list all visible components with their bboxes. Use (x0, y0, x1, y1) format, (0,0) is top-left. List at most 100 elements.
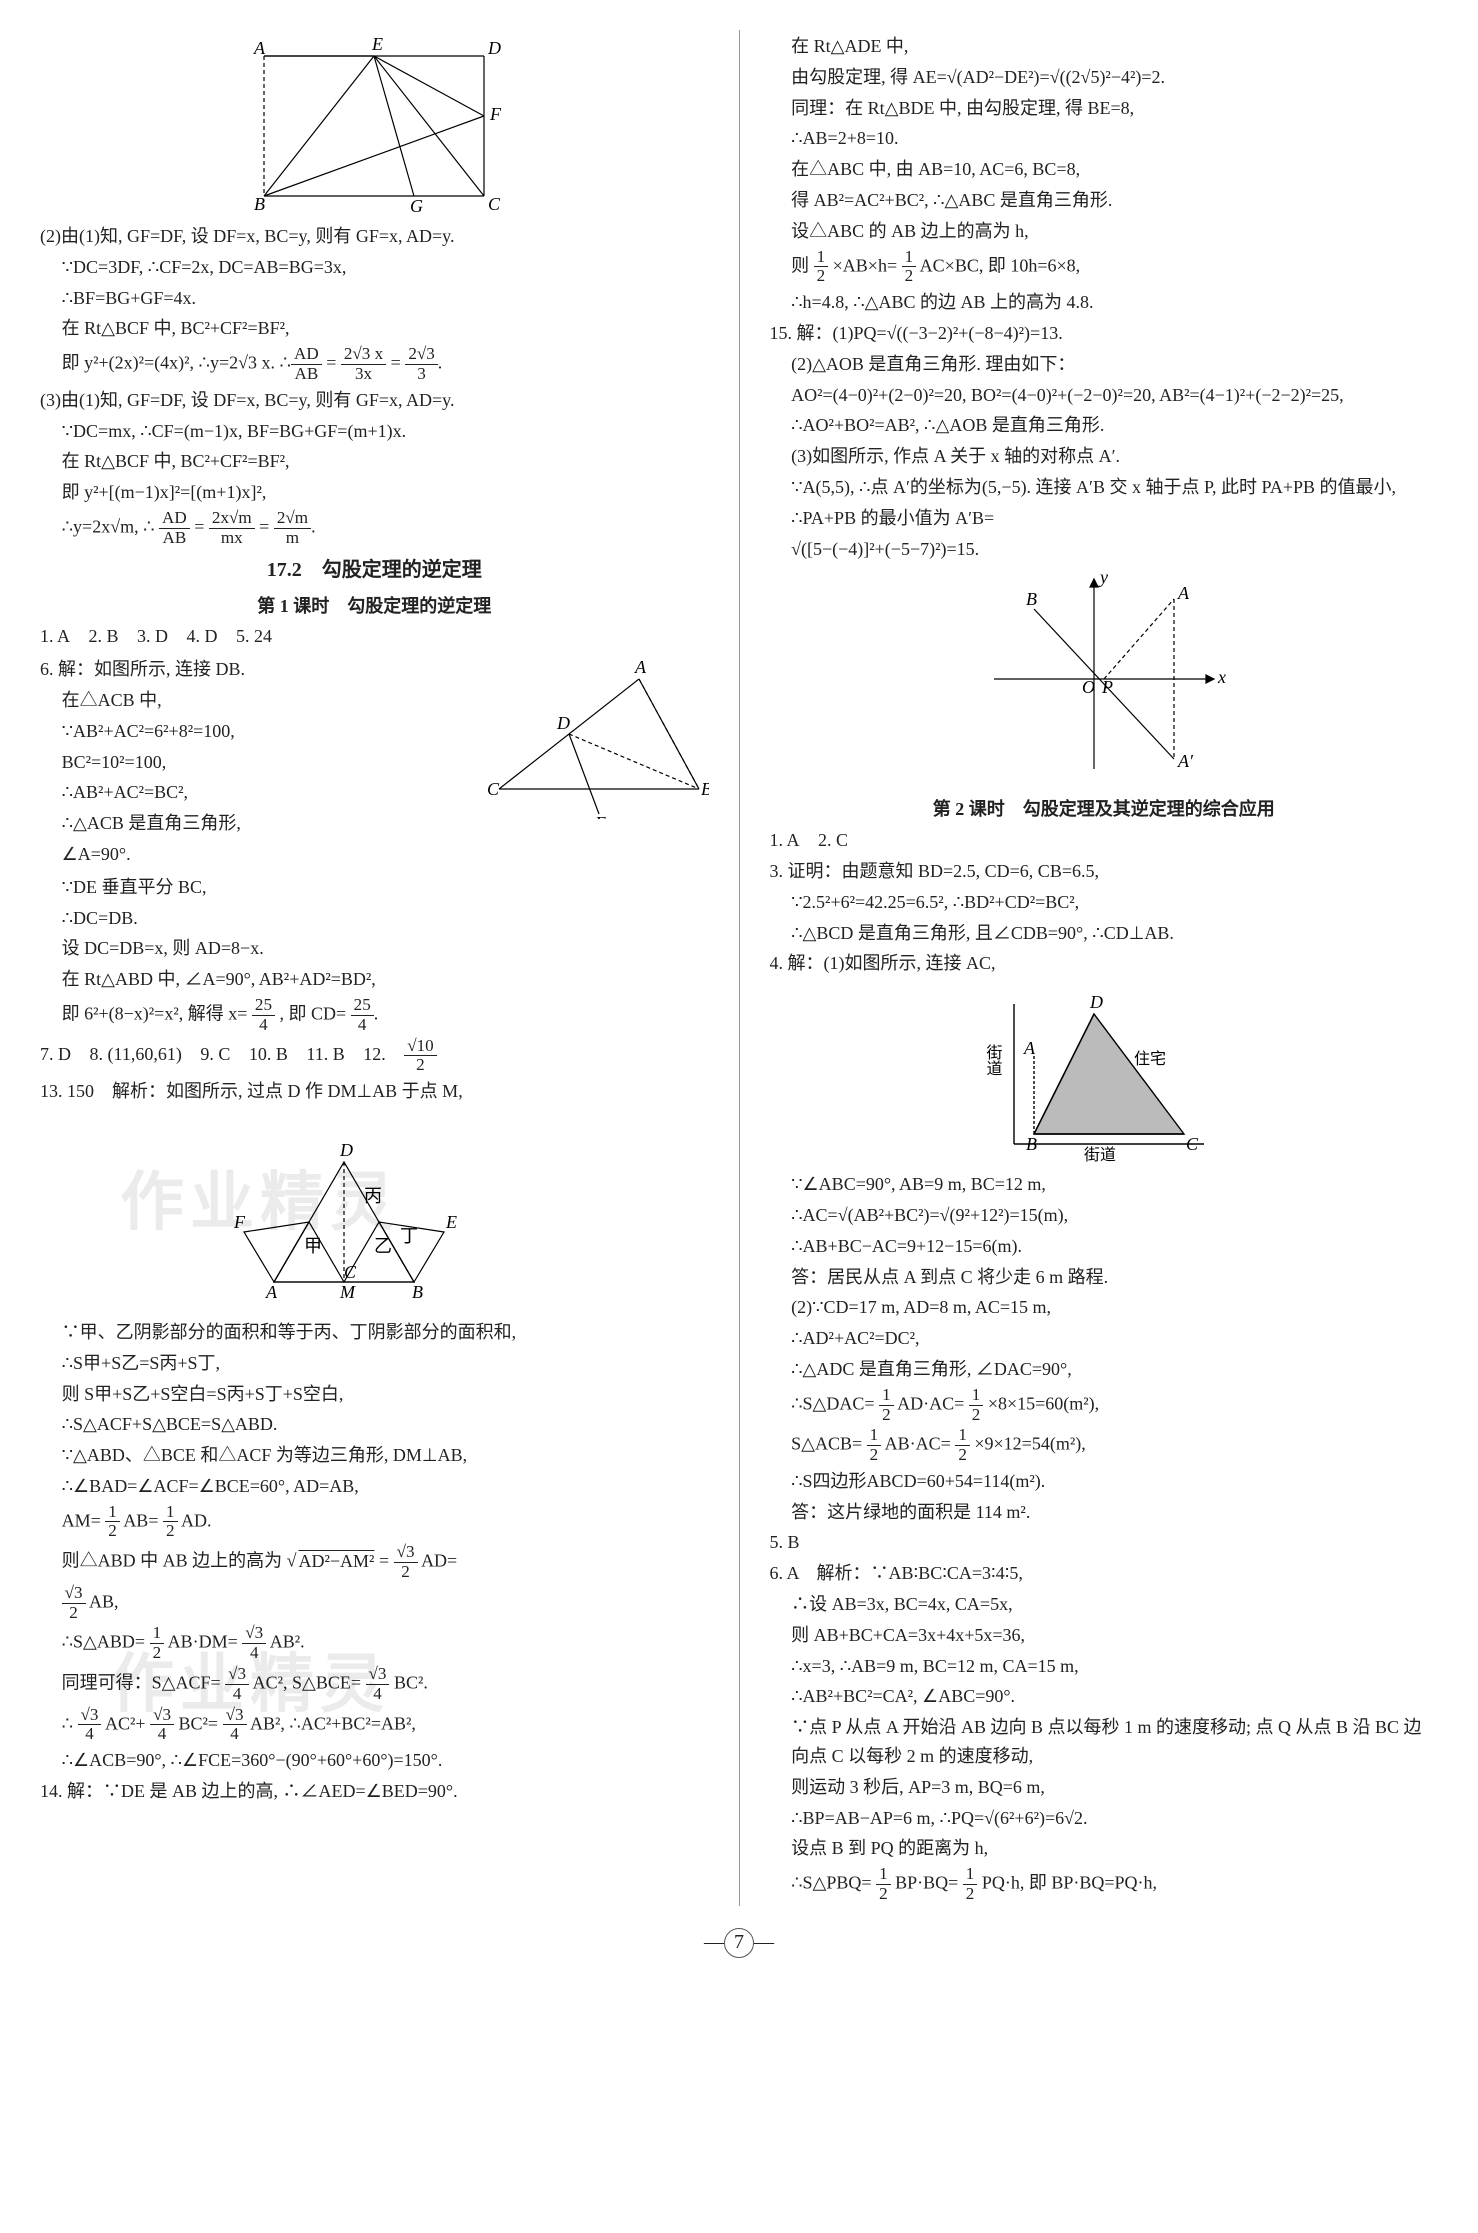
ans-12-label: 12. (363, 1044, 386, 1064)
q6-l10: 在 Rt△ABD 中, ∠A=90°, AB²+AD²=BD², (40, 965, 709, 994)
ans-1: 1. A (40, 626, 70, 646)
figure-q13: 作业精灵 D F E A M B C 甲 (40, 1112, 709, 1312)
frac-n: 2x√m (209, 509, 255, 529)
q13-l8: 则△ABD 中 AB 边上的高为 √AD²−AM² = √32 AD= (40, 1543, 709, 1582)
label-G: G (410, 196, 423, 216)
frac-d: m (274, 529, 311, 548)
frac-n: AD (291, 345, 322, 365)
frac-d: 4 (150, 1725, 174, 1744)
frac-d: 2 (163, 1522, 178, 1541)
t: AB². (270, 1632, 305, 1652)
q6-l4: ∴AB²+AC²=BC², (40, 778, 469, 807)
label-C: C (488, 194, 501, 214)
frac-d: 4 (223, 1725, 247, 1744)
frac-d: 4 (78, 1725, 102, 1744)
svg-text:丙: 丙 (364, 1186, 382, 1206)
frac-d: 2 (955, 1446, 970, 1465)
q6r-head: 6. A 解析：∵AB∶BC∶CA=3∶4∶5, (770, 1559, 1439, 1588)
q15-l3: ∴AO²+BO²=AB², ∴△AOB 是直角三角形. (770, 411, 1439, 440)
label-B: B (1026, 589, 1037, 609)
q13-head: 13. 150 解析：如图所示, 过点 D 作 DM⊥AB 于点 M, (40, 1077, 709, 1106)
r5: 在△ABC 中, 由 AB=10, AC=6, BC=8, (770, 155, 1439, 184)
frac-n: 1 (105, 1503, 120, 1523)
figure-q4: D A B C 街道 街道 住宅 (770, 984, 1439, 1164)
t: AD·AC= (897, 1393, 964, 1413)
q13-l1: ∵甲、乙阴影部分的面积和等于丙、丁阴影部分的面积和, (40, 1318, 709, 1347)
q14-head: 14. 解：∵DE 是 AB 边上的高, ∴∠AED=∠BED=90°. (40, 1777, 709, 1806)
label-D: D (1089, 992, 1103, 1012)
q6r-l2: 则 AB+BC+CA=3x+4x+5x=36, (770, 1621, 1439, 1650)
svg-text:C: C (344, 1262, 357, 1282)
q6-l1: 在△ACB 中, (40, 686, 469, 715)
frac-n: 1 (163, 1503, 178, 1523)
label-house: 住宅 (1134, 1050, 1166, 1068)
q3r-l2: ∴△BCD 是直角三角形, 且∠CDB=90°, ∴CD⊥AB. (770, 919, 1439, 948)
q4-l2: ∴AC=√(AB²+BC²)=√(9²+12²)=15(m), (770, 1201, 1439, 1230)
frac-n: 1 (814, 248, 829, 268)
label-E: E (371, 36, 383, 54)
q6-l2: ∵AB²+AC²=6²+8²=100, (40, 717, 469, 746)
label-A: A (253, 38, 266, 58)
q6-l5: ∴△ACB 是直角三角形, (40, 809, 469, 838)
q13-l11: 同理可得：S△ACF= √34 AC², S△BCE= √34 BC². (40, 1665, 709, 1704)
q6-l9: 设 DC=DB=x, 则 AD=8−x. (40, 934, 709, 963)
r8: 则 12 ×AB×h= 12 AC×BC, 即 10h=6×8, (770, 248, 1439, 287)
ans-r-1: 1. A (770, 830, 800, 850)
q4-l5: (2)∵CD=17 m, AD=8 m, AC=15 m, (770, 1293, 1439, 1322)
q6-l8: ∴DC=DB. (40, 904, 709, 933)
frac-d: 2 (867, 1446, 882, 1465)
p2-l1: ∵DC=3DF, ∴CF=2x, DC=AB=BG=3x, (40, 253, 709, 282)
svg-text:E: E (445, 1212, 457, 1232)
frac-n: 25 (252, 996, 275, 1016)
frac-d: 2 (879, 1406, 894, 1425)
ans-r-2: 2. C (818, 830, 848, 850)
q4-l8: ∴S△DAC= 12 AD·AC= 12 ×8×15=60(m²), (770, 1386, 1439, 1425)
q6-l3: BC²=10²=100, (40, 748, 469, 777)
frac-d: 4 (366, 1685, 390, 1704)
frac-n: √3 (62, 1584, 86, 1604)
ans-12: 12. √102 (363, 1044, 464, 1064)
ans-2: 2. B (89, 626, 119, 646)
p2-l3: 在 Rt△BCF 中, BC²+CF²=BF², (40, 314, 709, 343)
t: AC², S△BCE= (253, 1672, 361, 1692)
q15-l4: (3)如图所示, 作点 A 关于 x 轴的对称点 A′. (770, 442, 1439, 471)
frac-d: 4 (242, 1644, 266, 1663)
q15-l5: ∵A(5,5), ∴点 A′的坐标为(5,−5). 连接 A′B 交 x 轴于点… (770, 473, 1439, 502)
frac-n: AD (159, 509, 190, 529)
label-Aprime: A′ (1177, 751, 1194, 771)
frac-d: AB (291, 365, 322, 384)
svg-text:甲: 甲 (304, 1236, 322, 1256)
svg-text:D: D (339, 1140, 353, 1160)
t: = (379, 1551, 389, 1571)
label-y: y (1098, 569, 1108, 587)
t: AC²+ (105, 1713, 146, 1733)
ans-10: 10. B (249, 1044, 288, 1064)
q13-l7: AM= 12 AB= 12 AD. (40, 1503, 709, 1542)
page-root: A E D F G B C (2)由(1)知, GF=DF, 设 DF=x, B… (40, 30, 1438, 1906)
label-x: x (1217, 667, 1226, 687)
right-column: 在 Rt△ADE 中, 由勾股定理, 得 AE=√(AD²−DE²)=√((2√… (770, 30, 1439, 1906)
frac-n: √10 (404, 1037, 436, 1057)
t: 则 (791, 255, 809, 275)
svg-text:E: E (594, 813, 606, 819)
label-B: B (254, 194, 265, 214)
q4-l3: ∴AB+BC−AC=9+12−15=6(m). (770, 1232, 1439, 1261)
frac-d: 2 (62, 1604, 86, 1623)
q4-l1: ∵∠ABC=90°, AB=9 m, BC=12 m, (770, 1170, 1439, 1199)
frac-n: 1 (879, 1386, 894, 1406)
t: AM= (62, 1510, 101, 1530)
frac-n: 1 (902, 248, 917, 268)
q13-l6: ∴∠BAD=∠ACF=∠BCE=60°, AD=AB, (40, 1472, 709, 1501)
frac-n: 1 (969, 1386, 984, 1406)
t: AD= (421, 1551, 457, 1571)
svg-text:B: B (701, 779, 709, 799)
q6-eq-mid: , 即 CD= (279, 1003, 346, 1023)
t: PQ·h, 即 BP·BQ=PQ·h, (982, 1873, 1157, 1893)
svg-text:A: A (265, 1282, 278, 1302)
frac-n: 2√3 (405, 345, 437, 365)
t: AD. (181, 1510, 212, 1530)
q15-l6: ∴PA+PB 的最小值为 A′B= (770, 504, 1439, 533)
section-17-2-title: 17.2 勾股定理的逆定理 (40, 554, 709, 586)
q3r-l1: ∵2.5²+6²=42.25=6.5², ∴BD²+CD²=BC², (770, 888, 1439, 917)
t: AC×BC, 即 10h=6×8, (920, 255, 1080, 275)
